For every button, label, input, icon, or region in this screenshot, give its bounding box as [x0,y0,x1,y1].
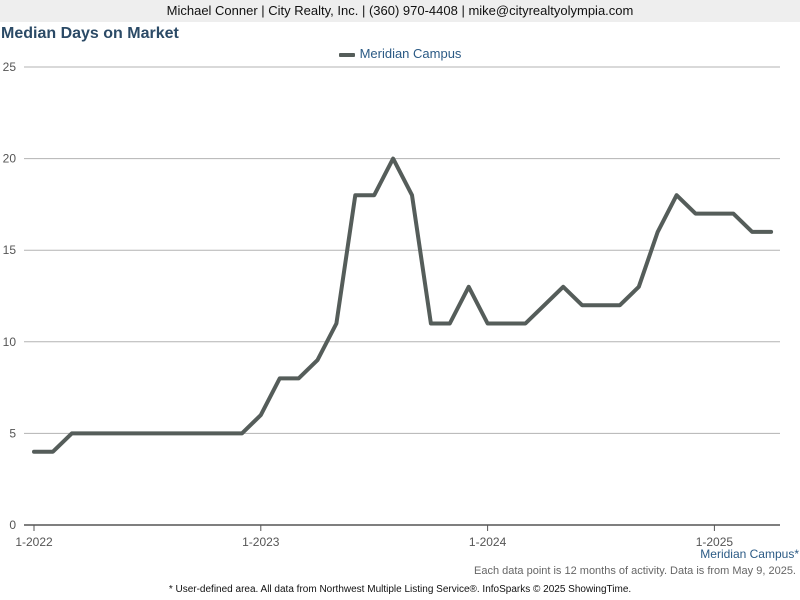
data-point[interactable] [239,430,245,436]
x-tick-label: 1-2023 [242,535,280,549]
data-point[interactable] [315,357,321,363]
data-point[interactable] [522,320,528,326]
data-point[interactable] [617,302,623,308]
data-point[interactable] [333,320,339,326]
chart-title: Median Days on Market [1,25,179,42]
legend-label: Meridian Campus [359,46,462,61]
x-tick-label: 1-2024 [469,535,507,549]
data-point[interactable] [730,211,736,217]
footer-disclaimer: * User-defined area. All data from North… [168,584,632,595]
data-point[interactable] [598,302,604,308]
data-point[interactable] [163,430,169,436]
data-point[interactable] [560,284,566,290]
y-tick-label: 20 [3,152,17,166]
data-point[interactable] [466,284,472,290]
series-line-0[interactable] [32,156,774,454]
data-point[interactable] [69,430,75,436]
gridlines [24,66,780,434]
data-point[interactable] [258,412,264,418]
contact-bar: Michael Conner | City Realty, Inc. | (36… [0,0,800,22]
data-point[interactable] [447,320,453,326]
data-point[interactable] [50,449,56,455]
data-point[interactable] [693,211,699,217]
data-point[interactable] [201,430,207,436]
data-point[interactable] [768,229,774,235]
data-point[interactable] [88,430,94,436]
data-point[interactable] [352,192,358,198]
data-point[interactable] [296,375,302,381]
data-point[interactable] [655,229,661,235]
y-axis-ticks: 0 5 10 15 20 25 [3,60,17,532]
data-point[interactable] [126,430,132,436]
data-point[interactable] [409,192,415,198]
data-point[interactable] [485,320,491,326]
data-point[interactable] [541,302,547,308]
data-point[interactable] [711,211,717,217]
data-point[interactable] [428,320,434,326]
data-point[interactable] [220,430,226,436]
data-point[interactable] [749,229,755,235]
y-tick-label: 5 [9,426,16,440]
y-tick-label: 25 [3,60,17,74]
y-tick-label: 10 [3,335,17,349]
series-layer [31,156,774,455]
data-point[interactable] [277,375,283,381]
data-point[interactable] [390,156,396,162]
x-tick-label: 1-2025 [696,535,734,549]
data-point[interactable] [182,430,188,436]
data-point[interactable] [674,192,680,198]
data-point[interactable] [144,430,150,436]
data-point[interactable] [504,320,510,326]
y-tick-label: 0 [9,518,16,532]
x-tick-label: 1-2022 [15,535,53,549]
data-point[interactable] [371,192,377,198]
data-note: Each data point is 12 months of activity… [473,565,796,577]
legend[interactable]: Meridian Campus [0,46,800,61]
y-tick-label: 15 [3,243,17,257]
data-point[interactable] [31,449,37,455]
data-point[interactable] [579,302,585,308]
series-caption: Meridian Campus* [700,547,799,561]
x-axis: 1-2022 1-2023 1-2024 1-2025 [15,524,780,549]
data-point[interactable] [107,430,113,436]
data-point[interactable] [636,284,642,290]
legend-swatch [338,52,355,57]
